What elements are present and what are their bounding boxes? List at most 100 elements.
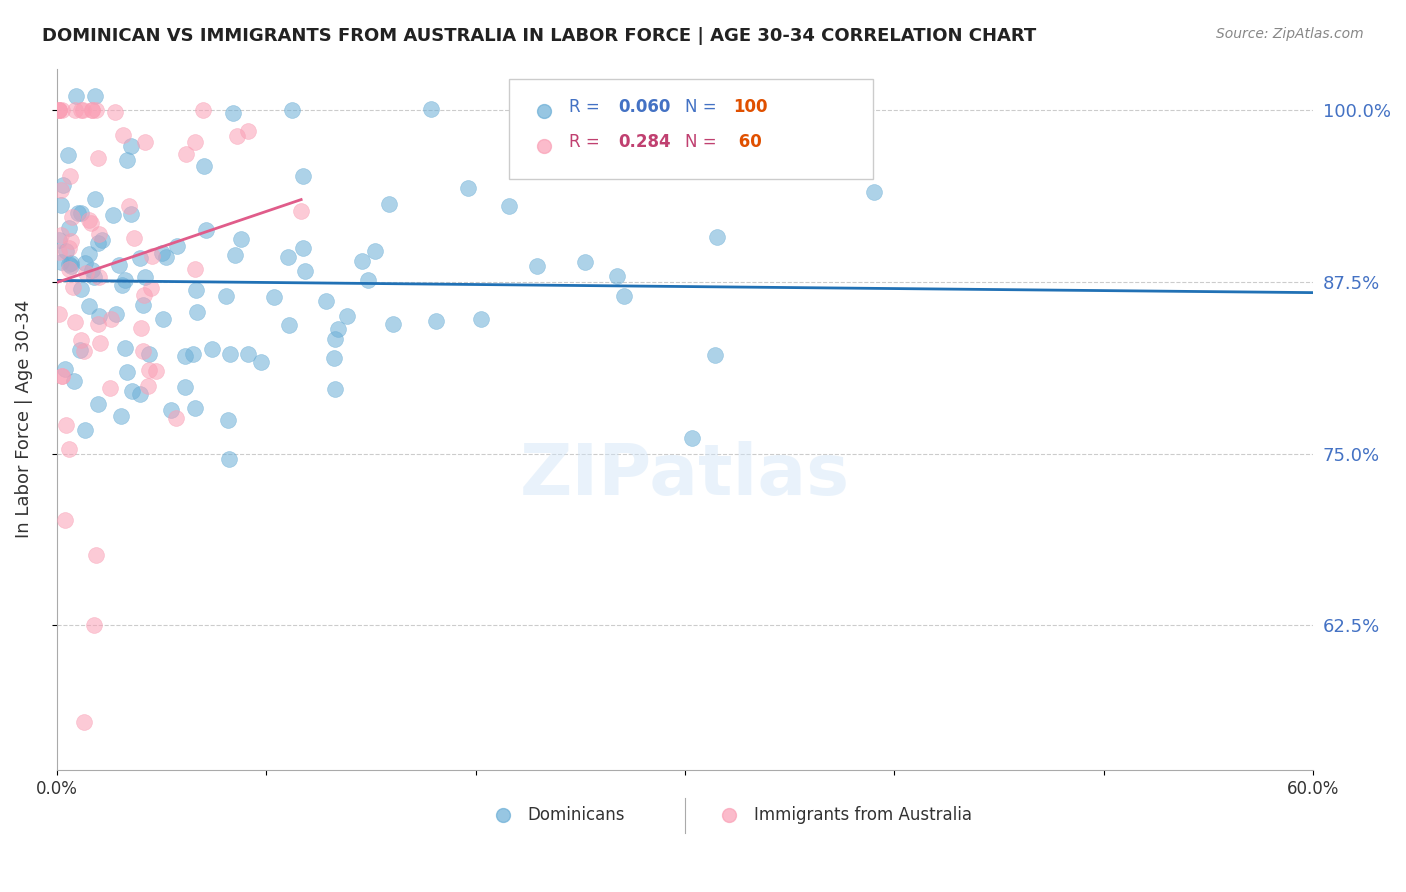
Text: N =: N =	[685, 133, 721, 151]
Dominicans	[292, 169, 315, 183]
Dominicans	[335, 309, 357, 323]
Immigrants from Australia	[58, 262, 80, 277]
Dominicans	[77, 299, 100, 313]
Immigrants from Australia	[59, 234, 82, 248]
Dominicans	[184, 283, 207, 297]
Text: ZIPatlas: ZIPatlas	[520, 441, 851, 510]
Text: 0.284: 0.284	[619, 133, 671, 151]
Immigrants from Australia	[58, 241, 80, 255]
Dominicans	[425, 314, 447, 328]
Dominicans	[186, 305, 208, 319]
Immigrants from Australia	[84, 549, 107, 563]
Y-axis label: In Labor Force | Age 30-34: In Labor Force | Age 30-34	[15, 300, 32, 539]
Immigrants from Australia	[63, 315, 86, 329]
Dominicans	[224, 248, 246, 262]
Immigrants from Australia	[129, 320, 152, 334]
Dominicans	[87, 310, 110, 324]
Immigrants from Australia	[48, 307, 70, 321]
Text: 60: 60	[733, 133, 762, 151]
Immigrants from Australia	[62, 279, 84, 293]
Dominicans	[323, 351, 346, 365]
Dominicans	[111, 277, 134, 292]
Dominicans	[263, 290, 285, 304]
Dominicans	[80, 263, 103, 277]
Text: DOMINICAN VS IMMIGRANTS FROM AUSTRALIA IN LABOR FORCE | AGE 30-34 CORRELATION CH: DOMINICAN VS IMMIGRANTS FROM AUSTRALIA I…	[42, 27, 1036, 45]
Dominicans	[218, 452, 240, 467]
Dominicans	[129, 252, 152, 266]
Dominicans	[250, 355, 273, 369]
Immigrants from Australia	[53, 513, 76, 527]
Dominicans	[60, 259, 83, 273]
Dominicans	[862, 185, 884, 199]
Dominicans	[114, 341, 136, 355]
Dominicans	[69, 206, 91, 220]
Dominicans	[83, 193, 105, 207]
Dominicans	[120, 139, 142, 153]
Immigrants from Australia	[87, 318, 110, 332]
Immigrants from Australia	[59, 169, 82, 184]
Dominicans	[70, 282, 93, 296]
Dominicans	[105, 307, 128, 321]
Dominicans	[215, 289, 238, 303]
Immigrants from Australia	[73, 343, 96, 358]
Immigrants from Australia	[104, 104, 127, 119]
Dominicans	[291, 242, 314, 256]
Dominicans	[52, 178, 75, 192]
Dominicans	[107, 258, 129, 272]
Dominicans	[174, 380, 197, 394]
Dominicans	[121, 384, 143, 398]
Immigrants from Australia	[48, 103, 70, 117]
Dominicans	[51, 255, 73, 269]
Text: Dominicans: Dominicans	[527, 806, 626, 824]
Immigrants from Australia	[60, 211, 83, 225]
Dominicans	[58, 257, 80, 271]
Dominicans	[706, 230, 728, 244]
Immigrants from Australia	[111, 128, 134, 142]
Dominicans	[77, 247, 100, 261]
Dominicans	[364, 244, 387, 258]
Dominicans	[201, 343, 224, 357]
Text: Source: ZipAtlas.com: Source: ZipAtlas.com	[1216, 27, 1364, 41]
Immigrants from Australia	[145, 363, 167, 377]
Immigrants from Australia	[87, 227, 110, 241]
Dominicans	[65, 89, 87, 103]
Immigrants from Australia	[139, 281, 162, 295]
Immigrants from Australia	[70, 334, 93, 348]
Dominicans	[166, 239, 188, 253]
Text: 100: 100	[733, 98, 768, 116]
Dominicans	[55, 244, 77, 258]
Dominicans	[83, 270, 105, 285]
Immigrants from Australia	[174, 147, 197, 161]
Text: R =: R =	[569, 98, 606, 116]
Immigrants from Australia	[48, 103, 70, 117]
Dominicans	[115, 153, 138, 167]
Immigrants from Australia	[51, 368, 73, 383]
Immigrants from Australia	[84, 103, 107, 117]
Immigrants from Australia	[49, 183, 72, 197]
Immigrants from Australia	[73, 714, 96, 729]
Dominicans	[63, 374, 86, 388]
Immigrants from Australia	[141, 249, 163, 263]
Dominicans	[101, 208, 124, 222]
Dominicans	[325, 382, 347, 396]
Dominicans	[181, 347, 204, 361]
Dominicans	[110, 409, 132, 423]
Dominicans	[315, 293, 337, 308]
Text: R =: R =	[569, 133, 606, 151]
Immigrants from Australia	[134, 287, 156, 301]
Dominicans	[218, 347, 240, 361]
Dominicans	[222, 106, 245, 120]
Text: Immigrants from Australia: Immigrants from Australia	[754, 806, 972, 824]
Dominicans	[470, 311, 492, 326]
Dominicans	[194, 223, 217, 237]
Immigrants from Australia	[58, 442, 80, 456]
Dominicans	[229, 232, 252, 246]
Dominicans	[138, 347, 160, 361]
Immigrants from Australia	[48, 103, 70, 117]
Dominicans	[574, 254, 596, 268]
Immigrants from Australia	[89, 336, 111, 351]
Dominicans	[704, 348, 727, 362]
Dominicans	[48, 233, 70, 247]
Dominicans	[60, 256, 83, 270]
FancyBboxPatch shape	[509, 79, 873, 178]
